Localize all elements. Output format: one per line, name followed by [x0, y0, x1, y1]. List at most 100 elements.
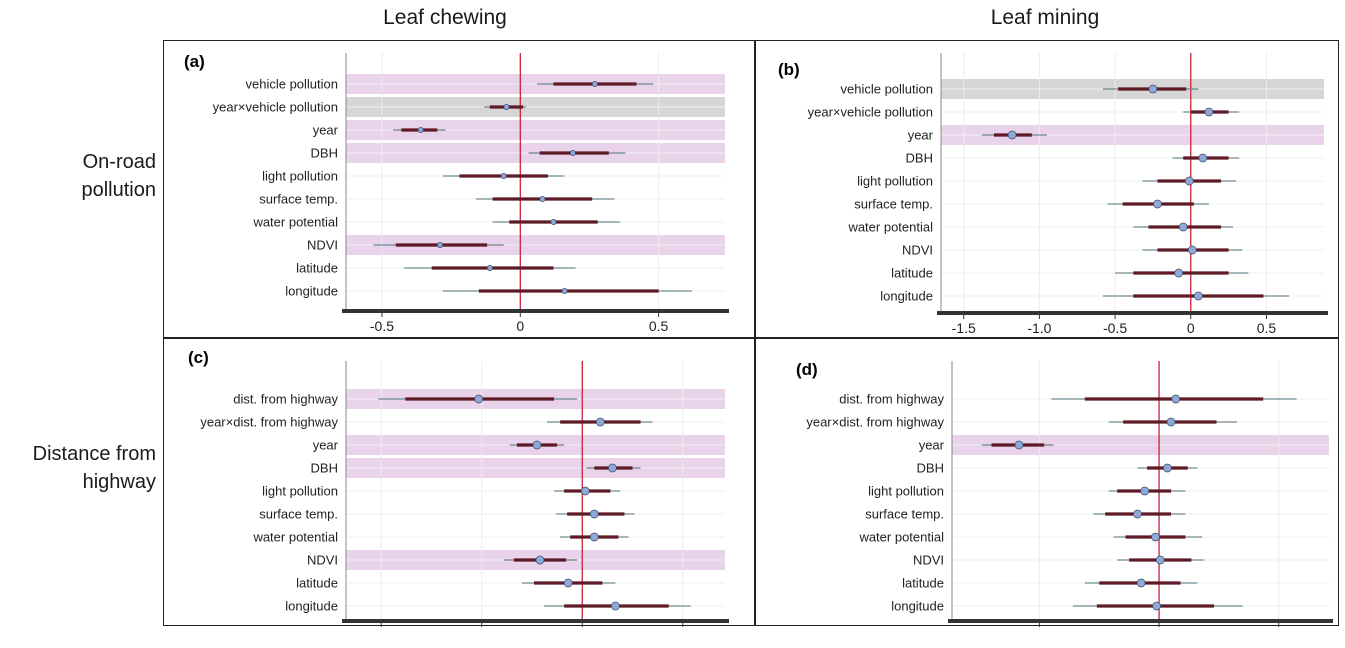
variable-label: longitude [880, 289, 933, 304]
variable-label: year×vehicle pollution [808, 105, 933, 120]
panel-letter: (a) [184, 52, 205, 71]
estimate-point [500, 173, 507, 179]
estimate-point [569, 150, 576, 156]
variable-label: surface temp. [259, 507, 338, 522]
estimate-point [535, 555, 545, 565]
variable-label: DBH [311, 461, 338, 476]
x-tick-label: 0.5 [1257, 320, 1277, 336]
variable-label: light pollution [262, 484, 338, 499]
estimate-point [1171, 394, 1181, 404]
estimate-point [1163, 463, 1172, 473]
variable-label: light pollution [868, 484, 944, 499]
panel-letter: (c) [188, 348, 209, 367]
estimate-point [589, 532, 599, 542]
variable-label: longitude [285, 599, 338, 614]
estimate-point [1133, 509, 1142, 519]
estimate-point [1155, 555, 1165, 565]
estimate-point [589, 509, 599, 519]
variable-label: water potential [252, 215, 338, 230]
x-tick-label: 0 [1187, 320, 1195, 336]
variable-label: vehicle pollution [245, 77, 338, 92]
x-axis-bar [937, 311, 1328, 315]
estimate-point [1151, 532, 1160, 542]
variable-label: latitude [902, 576, 944, 591]
estimate-point [608, 463, 617, 473]
estimate-point [1166, 417, 1176, 427]
variable-label: year×dist. from highway [806, 415, 944, 430]
estimate-point [611, 601, 620, 611]
row-title-line-2: highway [82, 471, 156, 493]
variable-label: latitude [296, 576, 338, 591]
estimate-point [486, 265, 493, 271]
x-axis-bar [342, 619, 729, 623]
estimate-point [580, 486, 590, 496]
variable-label: NDVI [913, 553, 944, 568]
estimate-point [1174, 268, 1184, 278]
estimate-point [1152, 601, 1162, 611]
estimate-point [1194, 291, 1203, 301]
forest-plot-a: (a) vehicle pollution year×vehicle polluti… [184, 52, 729, 334]
variable-label: DBH [917, 461, 944, 476]
estimate-point [539, 196, 546, 202]
estimate-point [1007, 130, 1017, 140]
x-tick-label: 0 [516, 318, 524, 334]
row-title-line-2: pollution [81, 179, 156, 201]
variable-label: longitude [891, 599, 944, 614]
variable-label: water potential [252, 530, 338, 545]
variable-label: latitude [891, 266, 933, 281]
panel-c: (c) dist. from highway year×dist. from hig… [163, 338, 755, 627]
variable-label: year×dist. from highway [200, 415, 338, 430]
estimate-point [532, 440, 542, 450]
variable-label: light pollution [262, 169, 338, 184]
estimate-point [1178, 222, 1188, 232]
panel-letter: (d) [796, 360, 818, 379]
variable-label: year [313, 438, 339, 453]
estimate-point [1136, 578, 1146, 588]
variable-label: NDVI [307, 238, 338, 253]
estimate-point [1148, 84, 1158, 94]
estimate-point [1140, 486, 1150, 496]
variable-label: light pollution [857, 174, 933, 189]
variable-label: dist. from highway [233, 392, 338, 407]
estimate-point [1204, 107, 1214, 117]
variable-label: year [908, 128, 934, 143]
variable-label: dist. from highway [839, 392, 944, 407]
variable-label: NDVI [902, 243, 933, 258]
variable-label: NDVI [307, 553, 338, 568]
column-title-leaf-chewing: Leaf chewing [383, 6, 507, 29]
forest-plot-b: (b) vehicle pollution year×vehicle polluti… [778, 53, 1328, 336]
estimate-point [592, 81, 598, 87]
panel-d: (d) dist. from highway year×dist. from hig… [755, 338, 1339, 627]
variable-label: surface temp. [865, 507, 944, 522]
estimate-point [1014, 440, 1024, 450]
variable-label: DBH [311, 146, 338, 161]
x-axis-bar [948, 619, 1333, 623]
variable-label: longitude [285, 284, 338, 299]
estimate-point [1198, 153, 1208, 163]
forest-plot-c: (c) dist. from highway year×dist. from hig… [188, 348, 729, 627]
row-title-line-1: Distance from [32, 443, 156, 465]
variable-label: year [313, 123, 339, 138]
estimate-point [1187, 245, 1197, 255]
estimate-point [550, 219, 557, 225]
variable-label: DBH [906, 151, 933, 166]
x-axis-bar [342, 309, 729, 313]
x-tick-label: -1.0 [1027, 320, 1051, 336]
variable-label: surface temp. [854, 197, 933, 212]
column-title-leaf-mining: Leaf mining [990, 6, 1100, 29]
estimate-point [437, 242, 444, 248]
variable-label: water potential [858, 530, 944, 545]
variable-label: vehicle pollution [840, 82, 933, 97]
variable-label: water potential [847, 220, 933, 235]
variable-label: year×vehicle pollution [213, 100, 338, 115]
panel-a: (a) vehicle pollution year×vehicle polluti… [163, 40, 755, 338]
row-title-distance-from-highway: Distance from highway [6, 440, 156, 496]
estimate-point [417, 127, 424, 133]
variable-label: surface temp. [259, 192, 338, 207]
forest-plot-d: (d) dist. from highway year×dist. from hig… [796, 360, 1333, 627]
panel-letter: (b) [778, 60, 800, 79]
estimate-point [1153, 199, 1162, 209]
x-tick-label: 0.5 [649, 318, 669, 334]
estimate-point [1184, 176, 1194, 186]
x-tick-label: -0.5 [1103, 320, 1127, 336]
